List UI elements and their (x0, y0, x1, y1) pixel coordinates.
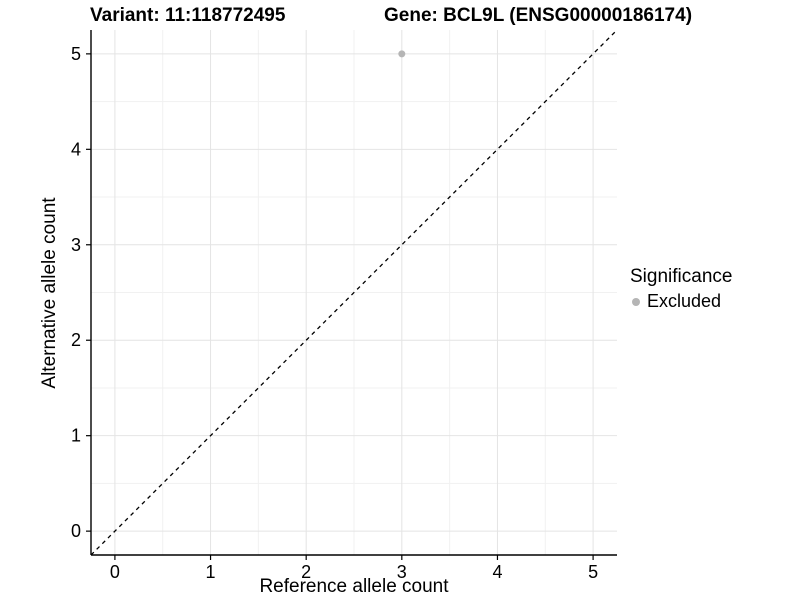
plot-title-gene: Gene: BCL9L (ENSG00000186174) (384, 5, 693, 26)
y-tick-label: 0 (71, 521, 81, 541)
legend: Significance Excluded (630, 266, 732, 312)
legend-key-dot (632, 297, 640, 306)
x-tick-label: 0 (110, 562, 120, 582)
y-tick-label: 3 (71, 235, 81, 255)
y-axis-title: Alternative allele count (39, 197, 60, 389)
legend-item-label: Excluded (647, 291, 722, 311)
x-tick-label: 2 (301, 562, 311, 582)
legend-item-excluded: Excluded (630, 291, 732, 312)
legend-title: Significance (630, 266, 733, 287)
x-axis-title: Reference allele count (259, 576, 449, 597)
y-tick-label: 2 (71, 330, 81, 350)
x-tick-label: 1 (206, 562, 216, 582)
identity-line (90, 29, 618, 556)
y-tick-label: 4 (71, 139, 81, 159)
x-tick-label: 4 (492, 562, 502, 582)
x-tick-label: 5 (588, 562, 598, 582)
data-point (398, 50, 406, 58)
y-tick-label: 5 (71, 44, 81, 64)
x-tick-label: 3 (397, 562, 407, 582)
y-tick-label: 1 (71, 426, 81, 446)
plot-title-variant: Variant: 11:118772495 (90, 5, 286, 26)
